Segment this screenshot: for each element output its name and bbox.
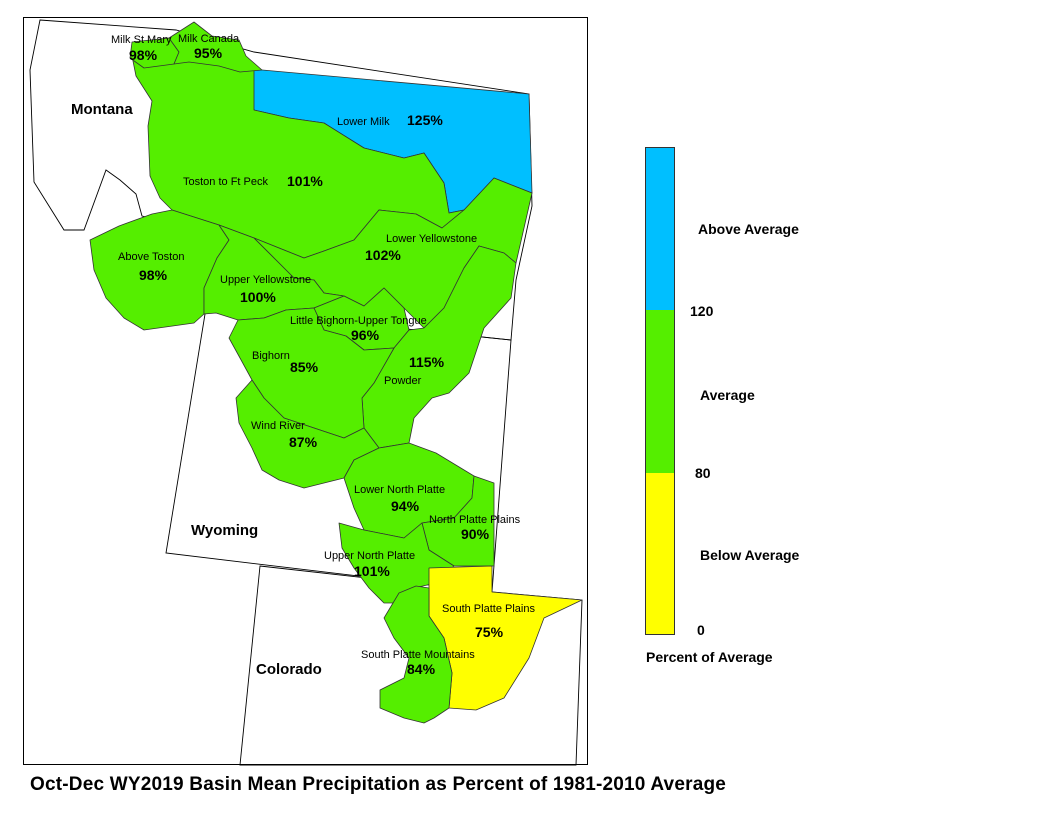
legend-colorbar bbox=[645, 147, 675, 635]
basin-pct-milk-st-mary: 98% bbox=[129, 47, 158, 63]
map-caption: Oct-Dec WY2019 Basin Mean Precipitation … bbox=[30, 774, 727, 795]
basin-pct-south-platte-mountains: 84% bbox=[407, 661, 436, 677]
legend-break-120: 120 bbox=[690, 303, 714, 319]
basin-pct-bighorn: 85% bbox=[290, 359, 319, 375]
legend-swatch-average bbox=[646, 310, 674, 473]
legend-break-0: 0 bbox=[697, 622, 705, 638]
state-label-montana: Montana bbox=[71, 101, 133, 118]
basin-pct-milk-canada: 95% bbox=[194, 45, 223, 61]
basin-pct-lower-yellowstone: 102% bbox=[365, 247, 401, 263]
basin-pct-powder: 115% bbox=[409, 354, 445, 370]
legend-label-average: Average bbox=[700, 387, 755, 403]
basin-pct-north-platte-plains: 90% bbox=[461, 526, 490, 542]
legend-label-above: Above Average bbox=[698, 221, 799, 237]
state-label-wyoming: Wyoming bbox=[191, 522, 258, 539]
basin-label-milk-st-mary: Milk St Mary bbox=[111, 34, 172, 46]
basin-area-milk-canada bbox=[168, 21, 263, 73]
basin-pct-upper-north-platte: 101% bbox=[354, 563, 390, 579]
legend-label-below: Below Average bbox=[700, 547, 800, 563]
basin-label-upper-north-platte: Upper North Platte bbox=[324, 550, 415, 562]
basin-label-north-platte-plains: North Platte Plains bbox=[429, 514, 521, 526]
state-label-colorado: Colorado bbox=[256, 661, 322, 678]
basin-pct-south-platte-plains: 75% bbox=[475, 624, 504, 640]
legend-swatch-below bbox=[646, 473, 674, 634]
basin-label-powder: Powder bbox=[384, 375, 422, 387]
legend-title: Percent of Average bbox=[646, 649, 773, 665]
basin-label-little-bighorn-upper-tongue: Little Bighorn-Upper Tongue bbox=[290, 315, 427, 327]
basin-pct-little-bighorn-upper-tongue: 96% bbox=[351, 327, 380, 343]
basin-pct-above-toston: 98% bbox=[139, 267, 168, 283]
basin-pct-upper-yellowstone: 100% bbox=[240, 289, 276, 305]
basin-label-lower-milk: Lower Milk bbox=[337, 116, 390, 128]
basin-area-upper-north-platte bbox=[338, 522, 455, 604]
basin-label-toston-ft-peck: Toston to Ft Peck bbox=[183, 176, 268, 188]
legend-break-80: 80 bbox=[695, 465, 711, 481]
basin-label-upper-yellowstone: Upper Yellowstone bbox=[220, 274, 311, 286]
basin-label-above-toston: Above Toston bbox=[118, 251, 184, 263]
basin-label-lower-north-platte: Lower North Platte bbox=[354, 484, 445, 496]
basin-area-south-platte-plains bbox=[428, 565, 583, 711]
basin-label-milk-canada: Milk Canada bbox=[178, 33, 240, 45]
basin-pct-lower-north-platte: 94% bbox=[391, 498, 420, 514]
basin-label-bighorn: Bighorn bbox=[252, 350, 290, 362]
basin-area-south-platte-mountains bbox=[379, 585, 453, 724]
basin-label-south-platte-plains: South Platte Plains bbox=[442, 603, 535, 615]
basin-label-lower-yellowstone: Lower Yellowstone bbox=[386, 233, 477, 245]
basin-map: Montana Wyoming Colorado Milk St Mary 98… bbox=[29, 19, 583, 766]
basin-pct-wind-river: 87% bbox=[289, 434, 318, 450]
map-frame: Montana Wyoming Colorado Milk St Mary 98… bbox=[23, 17, 588, 766]
basin-label-wind-river: Wind River bbox=[251, 420, 305, 432]
basin-pct-lower-milk: 125% bbox=[407, 112, 443, 128]
basin-label-south-platte-mountains: South Platte Mountains bbox=[361, 649, 475, 661]
legend-swatch-above bbox=[646, 148, 674, 310]
basin-pct-toston-ft-peck: 101% bbox=[287, 173, 323, 189]
